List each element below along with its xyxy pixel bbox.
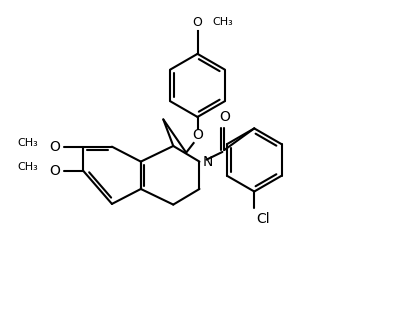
Text: O: O [49, 164, 60, 177]
Text: O: O [192, 128, 203, 142]
Text: CH₃: CH₃ [17, 162, 38, 172]
Text: O: O [193, 16, 203, 29]
Text: N: N [203, 155, 213, 168]
Text: CH₃: CH₃ [17, 138, 38, 148]
Text: O: O [219, 110, 230, 124]
Text: O: O [49, 140, 60, 154]
Text: Cl: Cl [256, 212, 270, 226]
Text: CH₃: CH₃ [213, 17, 233, 27]
